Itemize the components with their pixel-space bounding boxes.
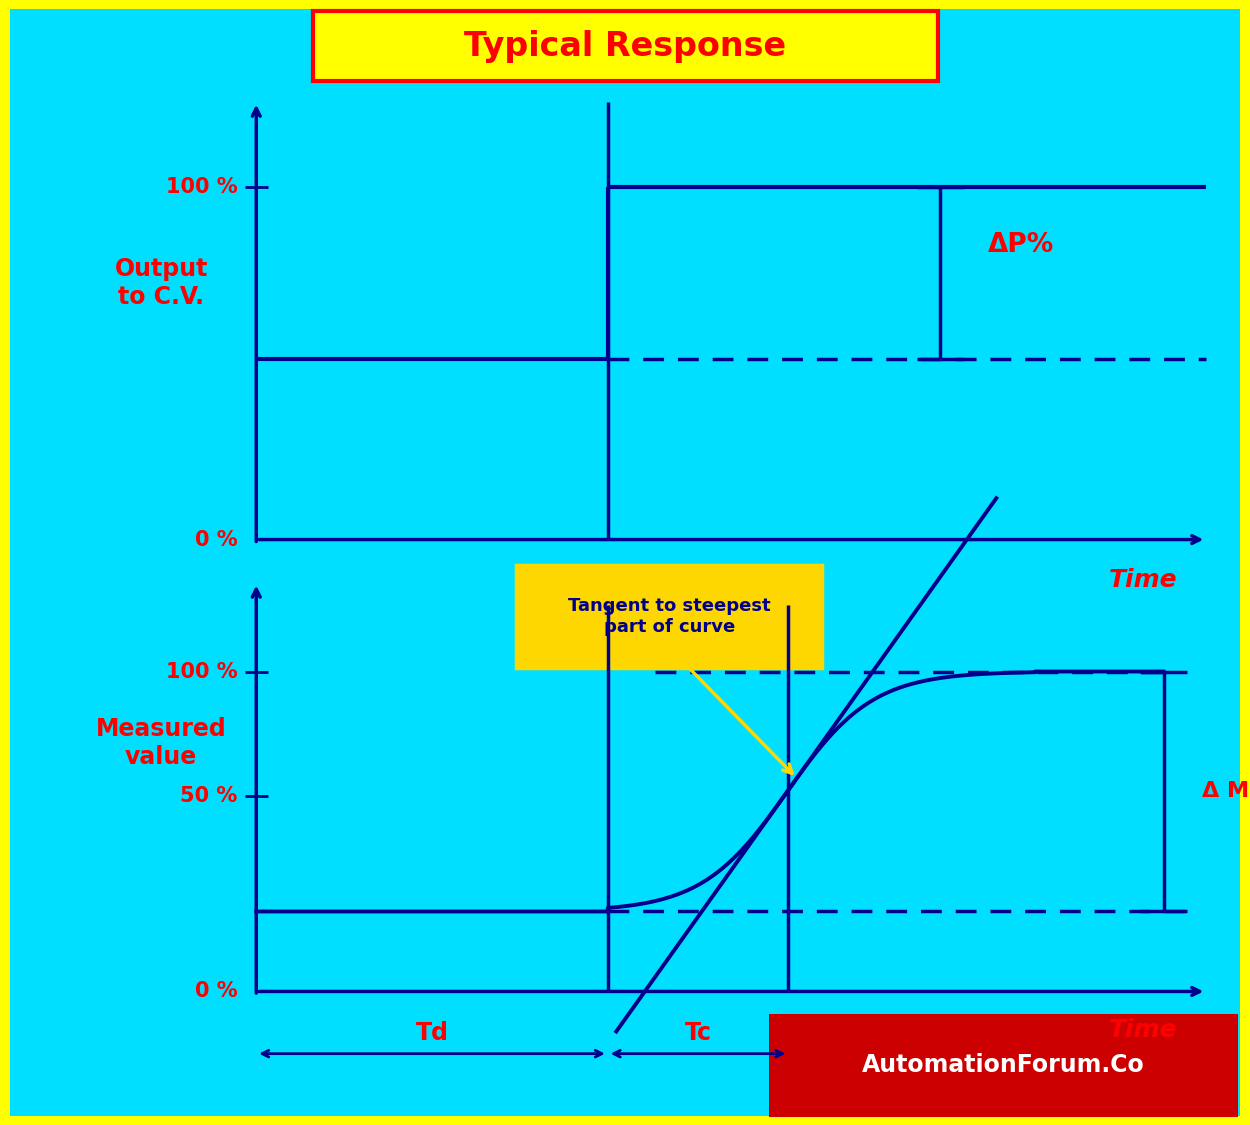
Text: AutomationForum.Co: AutomationForum.Co	[861, 1053, 1145, 1078]
Text: Tc: Tc	[685, 1020, 711, 1045]
Text: Tangent to steepest
part of curve: Tangent to steepest part of curve	[568, 597, 770, 636]
Text: 100 %: 100 %	[165, 662, 238, 682]
Text: Δ M.V.%: Δ M.V.%	[1201, 782, 1250, 801]
FancyBboxPatch shape	[10, 9, 1240, 1116]
Text: 100 %: 100 %	[165, 178, 238, 197]
Text: Time: Time	[1109, 1018, 1178, 1042]
Text: 0 %: 0 %	[195, 981, 238, 1001]
FancyBboxPatch shape	[516, 565, 822, 668]
Text: 50 %: 50 %	[180, 786, 238, 806]
Text: Typical Response: Typical Response	[464, 29, 786, 63]
Text: Output
to C.V.: Output to C.V.	[115, 256, 208, 308]
Text: 0 %: 0 %	[195, 530, 238, 550]
Text: Measured
value: Measured value	[96, 717, 226, 768]
Text: ΔP%: ΔP%	[988, 232, 1054, 258]
Text: Td: Td	[415, 1020, 449, 1045]
FancyBboxPatch shape	[312, 11, 938, 81]
Text: Time: Time	[1109, 568, 1178, 592]
FancyBboxPatch shape	[769, 1014, 1238, 1117]
